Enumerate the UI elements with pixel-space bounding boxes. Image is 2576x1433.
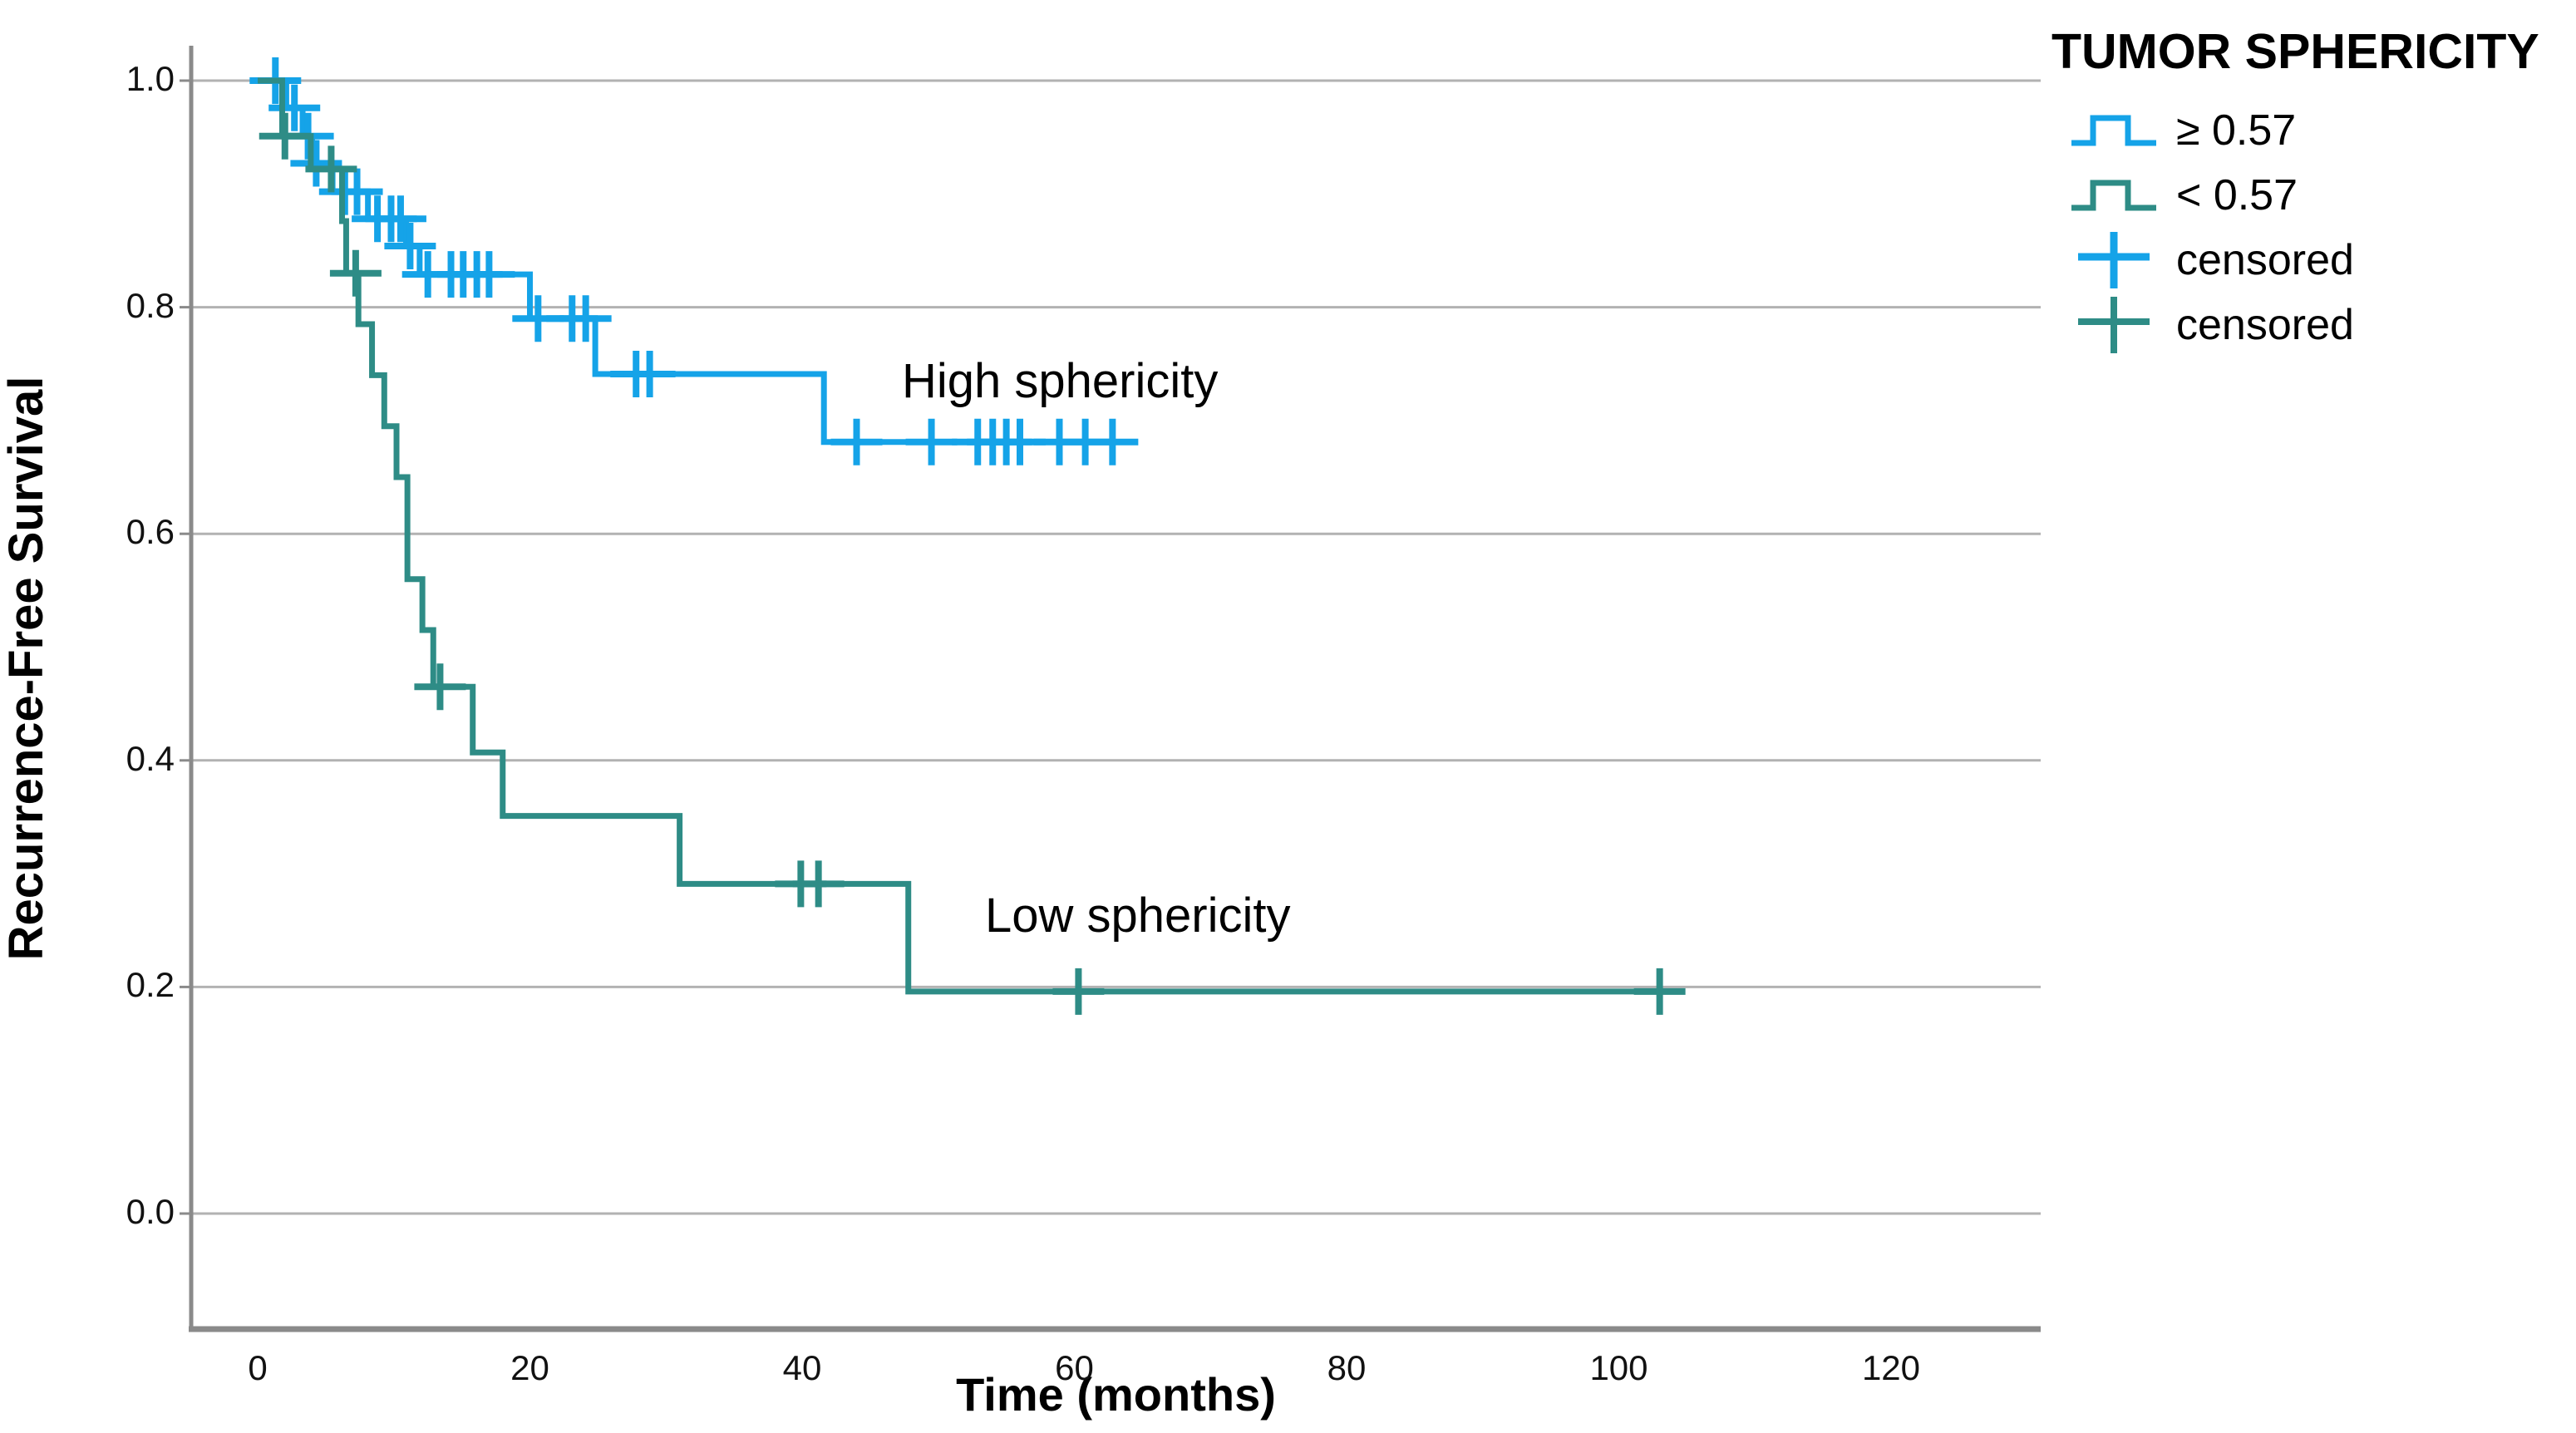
annotation-low-sphericity: Low sphericity (985, 889, 1291, 943)
censor-mark-high-sphericity (623, 351, 676, 398)
x-tick-label: 80 (1327, 1348, 1367, 1387)
censor-mark-high-sphericity (559, 295, 612, 342)
x-tick-label: 20 (510, 1348, 549, 1387)
legend-title: TUMOR SPHERICITY (2051, 24, 2539, 79)
plus-marker-icon (2051, 292, 2176, 358)
y-tick-label: 0.0 (126, 1192, 175, 1231)
x-tick-label: 0 (248, 1348, 268, 1387)
censor-mark-high-sphericity (830, 418, 883, 465)
y-tick-label: 0.4 (126, 738, 175, 778)
legend-item-label: ≥ 0.57 (2176, 106, 2297, 155)
x-axis-title: Time (months) (956, 1368, 1276, 1421)
survival-curve-low-sphericity (258, 77, 1671, 995)
y-tick-label: 0.6 (126, 512, 175, 552)
legend-item-low-sphericity: < 0.57 (2051, 163, 2571, 228)
legend-item-label: censored (2176, 236, 2354, 284)
y-tick-label: 1.0 (126, 59, 175, 98)
censor-mark-low-sphericity (792, 860, 845, 908)
censor-mark-high-sphericity (905, 418, 958, 465)
x-tick-label: 60 (1055, 1348, 1094, 1387)
censor-mark-low-sphericity (329, 249, 382, 297)
censor-mark-high-sphericity (463, 251, 515, 298)
y-tick-label: 0.2 (126, 965, 175, 1005)
legend-item-censored-low: censored (2051, 293, 2571, 357)
censor-mark-low-sphericity (1052, 968, 1105, 1015)
x-tick-label: 100 (1589, 1348, 1648, 1387)
legend-item-high-sphericity: ≥ 0.57 (2051, 98, 2571, 163)
step-line-icon (2051, 110, 2176, 151)
censor-mark-high-sphericity (374, 195, 426, 243)
legend-item-label: < 0.57 (2176, 171, 2298, 219)
x-tick-label: 40 (782, 1348, 822, 1387)
x-tick-label: 120 (1861, 1348, 1921, 1387)
legend-item-label: censored (2176, 301, 2354, 349)
step-line-icon (2051, 175, 2176, 216)
censor-mark-low-sphericity (305, 145, 357, 193)
censor-mark-high-sphericity (1086, 418, 1139, 465)
censor-mark-low-sphericity (414, 663, 466, 711)
plus-marker-icon (2051, 227, 2176, 293)
y-tick-label: 0.8 (126, 285, 175, 325)
censor-mark-low-sphericity (1633, 968, 1686, 1015)
annotation-high-sphericity: High sphericity (902, 354, 1219, 408)
legend-item-censored-high: censored (2051, 228, 2571, 293)
censor-mark-high-sphericity (268, 84, 321, 131)
censor-mark-low-sphericity (259, 112, 311, 160)
legend: TUMOR SPHERICITY ≥ 0.57 < 0.57 (2051, 23, 2571, 357)
censor-mark-high-sphericity (384, 222, 436, 269)
